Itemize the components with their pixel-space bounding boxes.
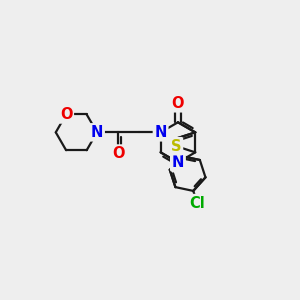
Text: O: O — [172, 96, 184, 111]
Text: N: N — [154, 125, 167, 140]
Text: Cl: Cl — [189, 196, 205, 211]
Text: S: S — [171, 139, 181, 154]
Text: O: O — [60, 107, 72, 122]
Text: O: O — [112, 146, 124, 161]
Text: N: N — [91, 125, 103, 140]
Text: N: N — [172, 155, 184, 170]
